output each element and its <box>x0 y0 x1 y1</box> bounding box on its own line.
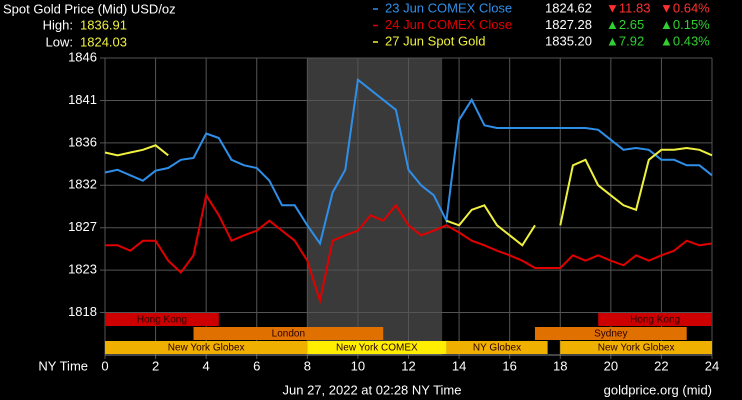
y-tick-label: 1841 <box>68 92 97 107</box>
session-bar <box>307 341 447 354</box>
y-tick-label: 1818 <box>68 304 97 319</box>
session-label: Hong Kong <box>137 315 187 326</box>
legend-name: 27 Jun Spot Gold <box>385 33 485 48</box>
session-label: New York Globex <box>598 343 675 354</box>
x-tick-label: 24 <box>705 358 719 373</box>
highlight-region <box>307 58 443 355</box>
x-tick-label: 14 <box>452 358 466 373</box>
legend-change: ▲7.92 <box>606 33 644 48</box>
low-label: Low: <box>46 34 73 49</box>
session-label: Sydney <box>594 329 627 340</box>
y-tick-label: 1846 <box>68 49 97 64</box>
high-value: 1836.91 <box>80 17 127 32</box>
session-bar <box>446 341 548 354</box>
legend-change: ▼11.83 <box>606 0 650 15</box>
legend-change-pct: ▼0.64% <box>660 0 710 15</box>
session-label: NY Globex <box>473 343 521 354</box>
legend-change-pct: ▲0.15% <box>660 17 710 32</box>
session-bar <box>560 341 712 354</box>
legend-price: 1835.20 <box>545 33 592 48</box>
y-tick-label: 1836 <box>68 134 97 149</box>
y-tick-label: 1823 <box>68 262 97 277</box>
session-bar <box>105 313 219 326</box>
legend-name: 23 Jun COMEX Close <box>385 0 512 15</box>
series-line <box>104 144 713 247</box>
legend-name: 24 Jun COMEX Close <box>385 17 512 32</box>
session-bar <box>105 341 308 354</box>
x-tick-label: 6 <box>253 358 260 373</box>
source: goldprice.org (mid) <box>604 382 712 397</box>
session-label: Hong Kong <box>630 315 680 326</box>
y-tick-label: 1832 <box>68 177 97 192</box>
legend-change-pct: ▲0.43% <box>660 33 710 48</box>
session-label: New York COMEX <box>336 343 418 354</box>
x-tick-label: 0 <box>101 358 108 373</box>
session-label: New York Globex <box>168 343 245 354</box>
high-label: High: <box>43 17 73 32</box>
x-tick-label: 12 <box>401 358 415 373</box>
x-tick-label: 2 <box>152 358 159 373</box>
legend-price: 1824.62 <box>545 0 592 15</box>
x-tick-label: 10 <box>351 358 365 373</box>
legend-price: 1827.28 <box>545 17 592 32</box>
y-tick-label: 1827 <box>68 219 97 234</box>
x-tick-label: 16 <box>502 358 516 373</box>
session-bar <box>534 327 687 340</box>
timestamp: Jun 27, 2022 at 02:28 NY Time <box>283 382 462 397</box>
series-line <box>105 192 713 305</box>
x-tick-label: 22 <box>654 358 668 373</box>
session-bar <box>598 313 712 326</box>
low-value: 1824.03 <box>80 34 127 49</box>
x-tick-label: 8 <box>304 358 311 373</box>
session-label: London <box>272 329 305 340</box>
session-bar <box>193 327 384 340</box>
legend-change: ▲2.65 <box>606 17 644 32</box>
x-axis-label: NY Time <box>38 358 88 373</box>
series-line <box>104 77 713 246</box>
chart-title: Spot Gold Price (Mid) USD/oz <box>3 1 176 16</box>
x-tick-label: 18 <box>553 358 567 373</box>
x-tick-label: 20 <box>604 358 618 373</box>
x-tick-label: 4 <box>203 358 210 373</box>
